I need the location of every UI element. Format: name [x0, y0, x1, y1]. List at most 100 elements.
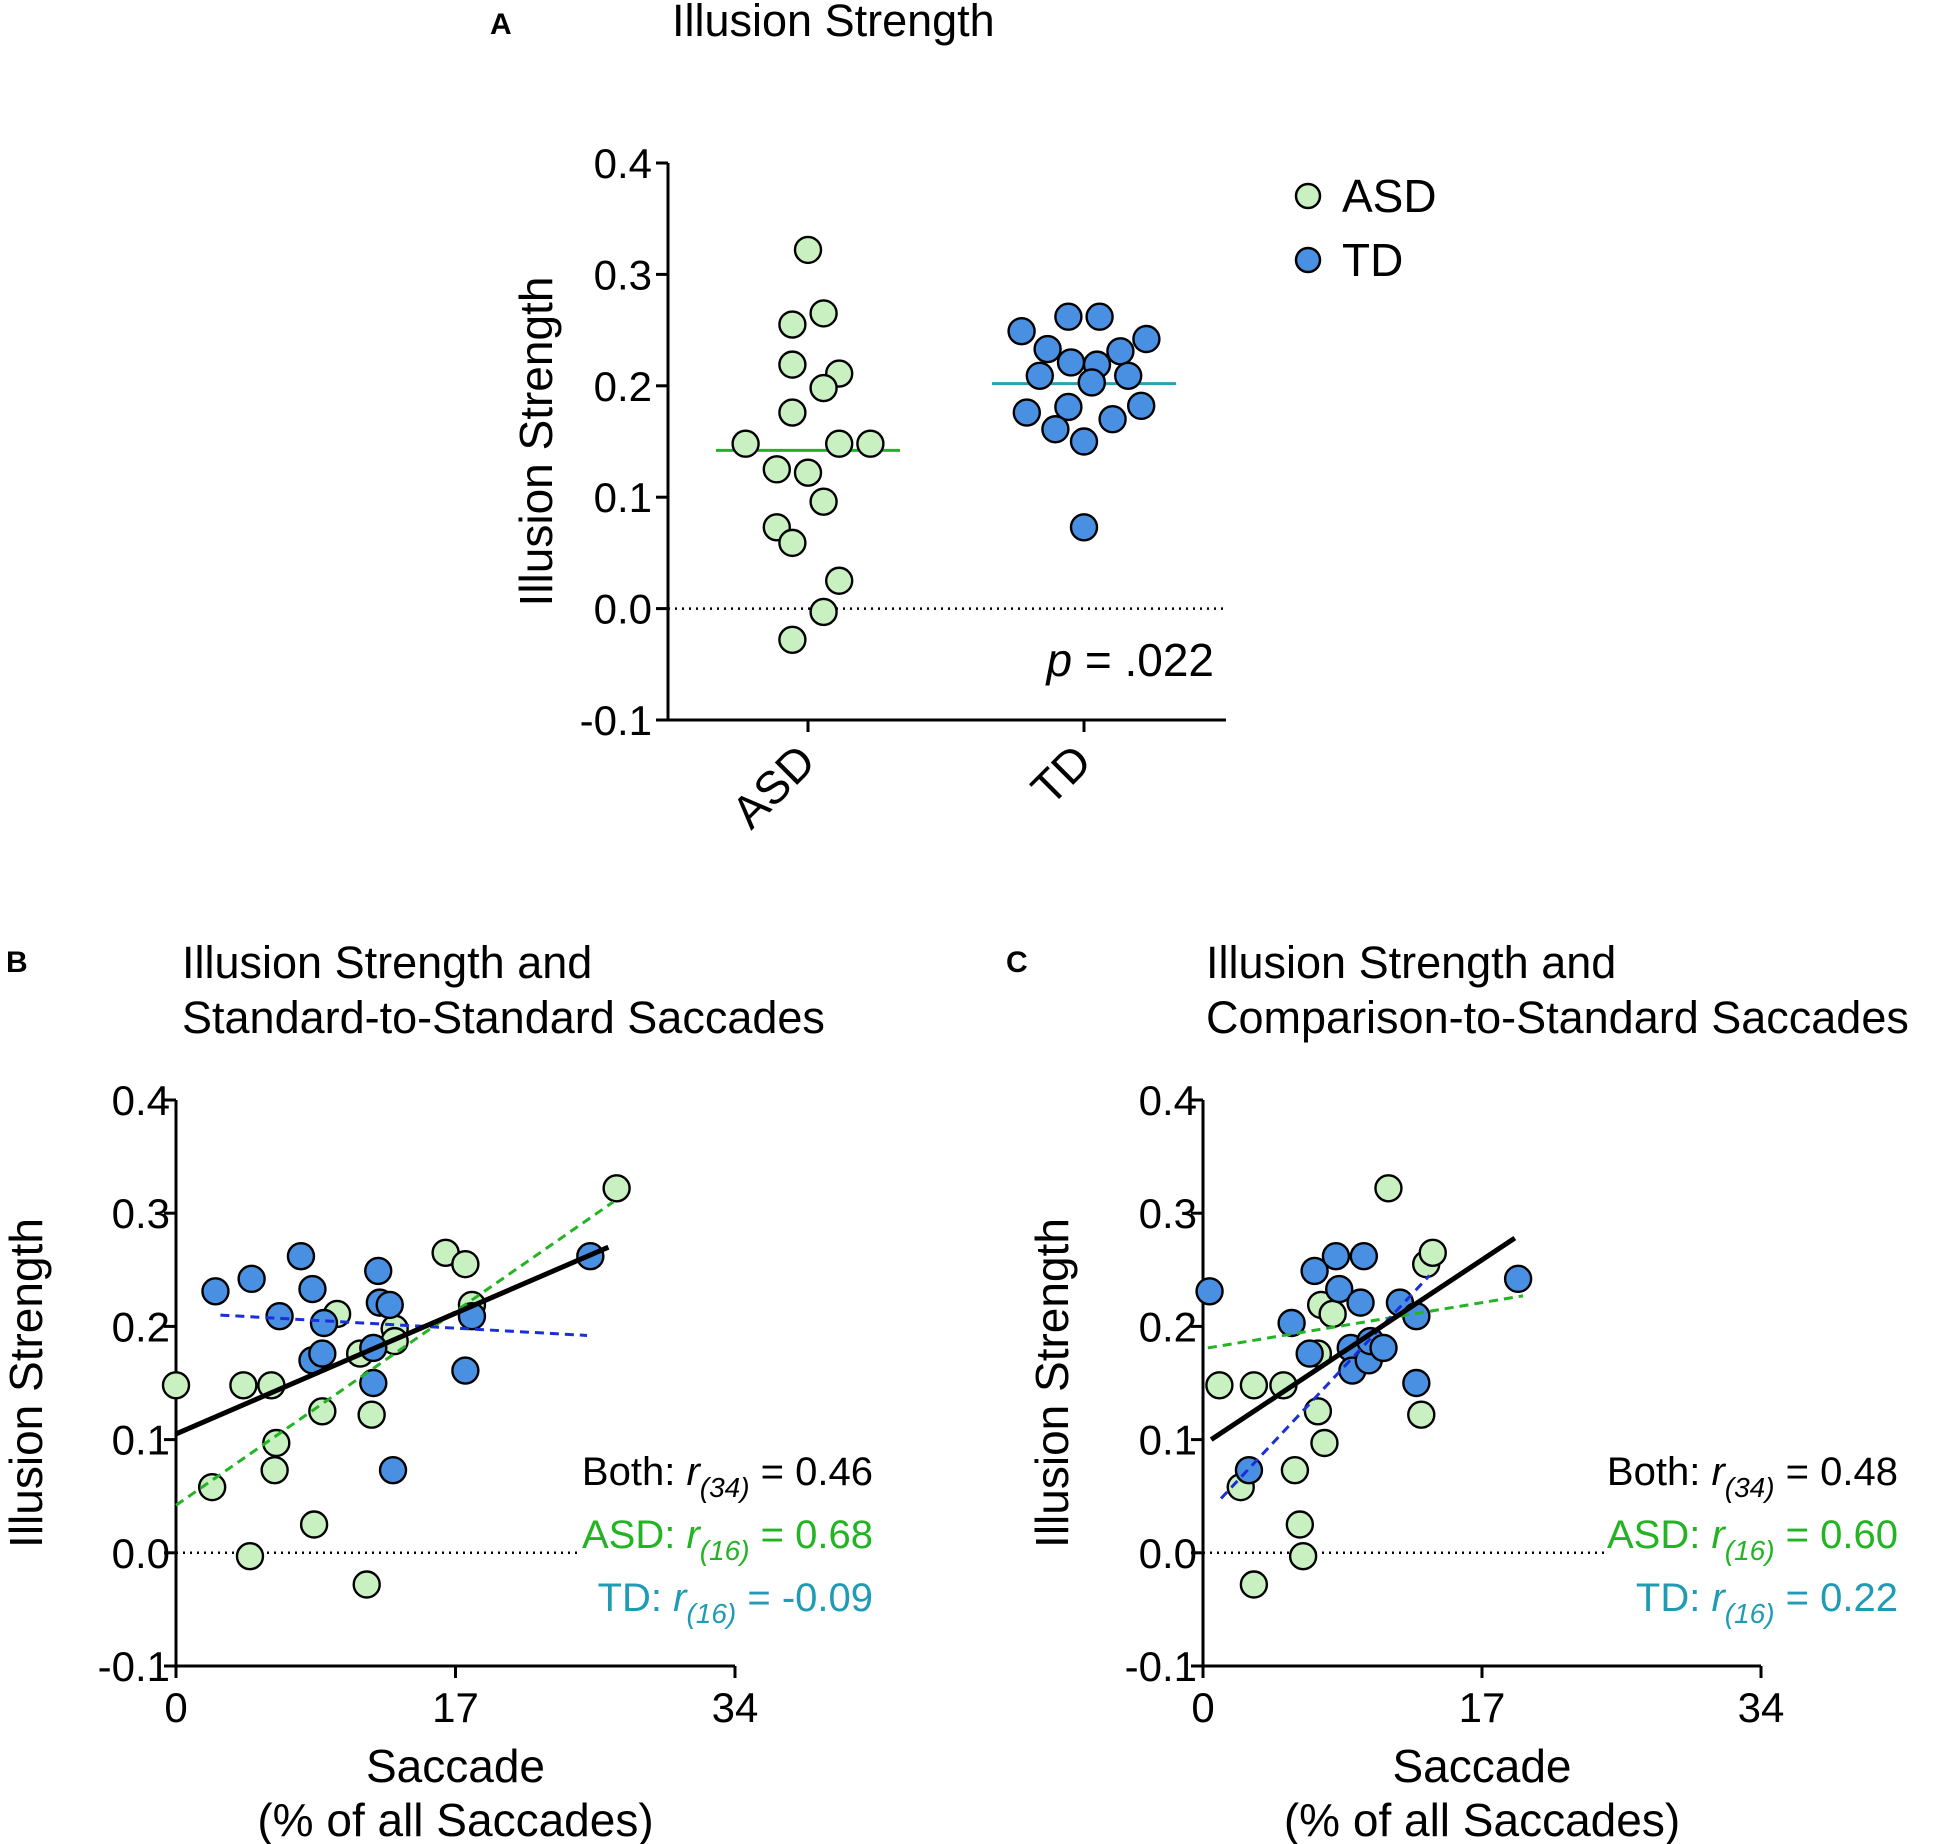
point-asd	[352, 1570, 381, 1599]
stat-df: (16)	[1725, 1535, 1775, 1566]
point-td	[1056, 348, 1086, 377]
y-tick-label: 0.4	[112, 1077, 170, 1124]
p-symbol: p	[1044, 634, 1072, 686]
x-axis-label-line-2: (% of all Saccades)	[1284, 1794, 1680, 1844]
p-value-annotation: p = .022	[1044, 634, 1214, 686]
point-td	[237, 1264, 266, 1294]
point-td	[1054, 302, 1083, 331]
point-td	[1369, 1333, 1398, 1363]
point-asd	[856, 429, 885, 458]
point-td	[1346, 1288, 1375, 1317]
point-asd	[778, 528, 807, 558]
stat-td: TD: r(16) = -0.09	[598, 1576, 873, 1629]
point-asd	[299, 1510, 329, 1539]
y-tick-label: 0.3	[112, 1190, 170, 1237]
point-td	[1077, 368, 1107, 397]
y-tick-label: 0.4	[594, 140, 652, 187]
point-td	[1349, 1242, 1379, 1271]
point-td	[1098, 405, 1127, 434]
point-td	[1113, 361, 1143, 390]
stat-r-symbol: r	[1711, 1513, 1726, 1557]
x-axis-label-line-2: (% of all Saccades)	[257, 1794, 653, 1844]
stat-r-symbol: r	[1711, 1576, 1726, 1620]
stat-label: Both:	[1607, 1450, 1712, 1494]
point-td	[1402, 1368, 1431, 1398]
stat-label: TD:	[598, 1576, 674, 1620]
stat-label: TD:	[1636, 1576, 1712, 1620]
point-td	[1195, 1277, 1224, 1306]
point-td	[1085, 302, 1114, 331]
y-tick-label: 0.2	[112, 1303, 170, 1350]
stat-df: (34)	[1725, 1472, 1775, 1503]
y-axis-label: Illusion Strength	[510, 277, 562, 607]
stat-r-symbol: r	[673, 1576, 688, 1620]
panel-label-c: C	[1006, 946, 1028, 979]
point-asd	[357, 1400, 386, 1429]
stat-df: (16)	[686, 1598, 736, 1629]
stat-df: (16)	[1725, 1598, 1775, 1629]
panel-a-title: Illusion Strength	[672, 0, 995, 46]
point-asd	[451, 1249, 480, 1279]
point-asd	[778, 625, 807, 654]
point-td	[1069, 513, 1099, 542]
stat-r-symbol: r	[686, 1450, 701, 1494]
point-td	[375, 1290, 404, 1320]
y-tick-label: 0.1	[594, 474, 652, 521]
point-td	[1069, 427, 1099, 456]
point-td	[1007, 317, 1036, 346]
y-tick-label: -0.1	[1125, 1643, 1197, 1690]
point-td	[1321, 1242, 1351, 1271]
point-asd	[161, 1371, 191, 1400]
stat-both: Both: r(34) = 0.46	[582, 1450, 873, 1503]
point-td	[1106, 337, 1135, 366]
point-td	[1300, 1256, 1329, 1286]
fit-line-td	[220, 1313, 588, 1337]
point-asd	[1407, 1400, 1436, 1429]
panel-label-b: B	[6, 946, 28, 979]
point-asd	[1418, 1238, 1447, 1268]
y-tick-label: 0.0	[112, 1530, 170, 1577]
legend-td-marker	[1294, 246, 1322, 274]
panel-label-a: A	[490, 8, 512, 41]
point-td	[1295, 1339, 1324, 1368]
point-asd	[809, 597, 838, 627]
panel-c-title-line-2: Comparison-to-Standard Saccades	[1206, 992, 1909, 1043]
stat-value: = 0.22	[1775, 1576, 1898, 1620]
point-asd	[1285, 1510, 1315, 1539]
fit-line-both	[175, 1244, 610, 1437]
point-td	[364, 1256, 393, 1286]
point-td	[265, 1302, 294, 1331]
stat-value: = 0.60	[1775, 1513, 1898, 1557]
y-tick-label: 0.3	[594, 251, 652, 298]
stat-df: (16)	[700, 1535, 750, 1566]
point-td	[308, 1339, 337, 1368]
point-td	[1012, 398, 1042, 427]
point-asd	[1205, 1371, 1234, 1400]
y-tick-label: 0.1	[1139, 1417, 1197, 1464]
x-tick-label: 0	[164, 1684, 187, 1731]
point-asd	[229, 1371, 258, 1400]
stat-both: Both: r(34) = 0.48	[1607, 1450, 1898, 1503]
point-asd	[1374, 1174, 1403, 1203]
point-td	[1054, 392, 1083, 422]
panel-c-title-line-1: Illusion Strength and	[1206, 937, 1616, 988]
point-td	[1126, 391, 1156, 421]
point-asd	[793, 458, 823, 487]
point-td	[309, 1308, 339, 1338]
point-asd	[778, 310, 807, 339]
point-asd	[308, 1397, 337, 1426]
point-td	[1025, 361, 1055, 390]
stat-r-symbol: r	[1711, 1450, 1726, 1494]
x-tick-label: TD	[1021, 734, 1101, 814]
fit-line-both	[1209, 1236, 1517, 1442]
point-asd	[809, 299, 838, 328]
y-tick-label: -0.1	[580, 697, 652, 744]
point-asd	[1288, 1541, 1318, 1571]
x-tick-label: 0	[1191, 1684, 1214, 1731]
point-asd	[778, 350, 807, 379]
y-tick-label: 0.0	[594, 586, 652, 633]
fit-line-td	[1219, 1274, 1431, 1500]
fit-line-asd	[1207, 1294, 1524, 1350]
y-axis-label: Illusion Strength	[0, 1218, 52, 1548]
